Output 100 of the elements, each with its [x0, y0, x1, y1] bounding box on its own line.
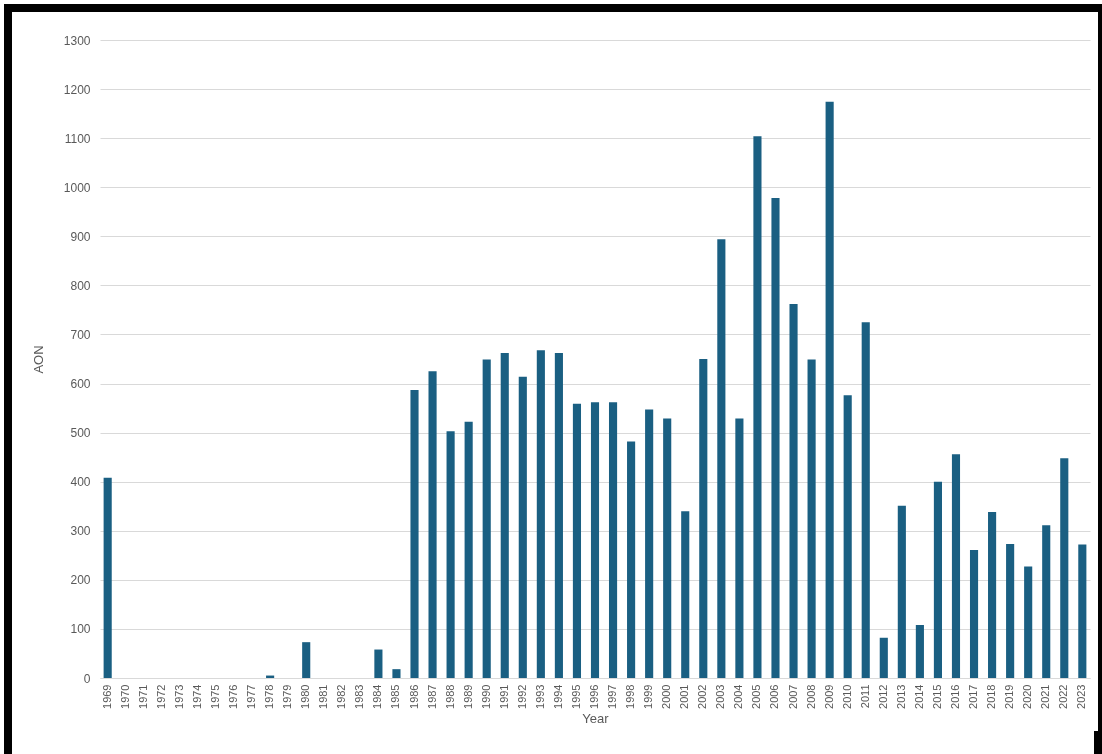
bar [897, 505, 906, 678]
x-tick-label: 2005 [750, 684, 763, 709]
x-tick-label: 1980 [299, 684, 312, 709]
x-tick-label: 2019 [1003, 684, 1016, 709]
x-tick-label: 2016 [948, 684, 961, 709]
x-tick-label: 1993 [533, 684, 546, 709]
x-tick-label: 1992 [515, 684, 528, 709]
x-tick-label: 2020 [1021, 684, 1034, 709]
x-tick-label: 1995 [569, 684, 582, 709]
bar [699, 359, 708, 678]
bar [446, 431, 455, 678]
y-tick-label: 700 [70, 327, 91, 342]
bar [735, 418, 744, 678]
x-tick-label: 1976 [227, 684, 240, 709]
bar [464, 421, 473, 678]
bar [933, 481, 942, 678]
x-tick-label: 1997 [606, 684, 619, 709]
x-tick-label: 2009 [822, 684, 835, 709]
bar [951, 454, 961, 678]
x-tick-label: 1984 [371, 684, 384, 709]
y-tick-label: 300 [70, 524, 91, 539]
bar [969, 549, 979, 678]
bar [590, 402, 600, 678]
x-tick-label: 1971 [136, 684, 149, 709]
bar [500, 353, 509, 678]
x-tick-label: 1996 [588, 684, 600, 709]
bar [789, 304, 798, 678]
y-tick-label: 200 [70, 573, 91, 588]
bar [663, 418, 672, 678]
x-tick-label: 1989 [461, 684, 474, 709]
x-tick-label: 2000 [660, 684, 673, 709]
x-tick-label: 1991 [497, 684, 510, 709]
x-tick-label: 2003 [714, 684, 727, 709]
y-tick-label: 600 [70, 377, 91, 392]
bar [536, 350, 545, 678]
x-tick-label: 2011 [858, 684, 871, 709]
x-tick-label: 2002 [696, 684, 709, 709]
x-tick-label: 2022 [1057, 684, 1070, 709]
y-tick-label: 100 [70, 622, 91, 637]
x-tick-label: 1998 [624, 684, 637, 709]
x-tick-label: 2023 [1075, 684, 1088, 709]
bar [410, 389, 419, 678]
y-axis-title: AON [30, 345, 46, 374]
y-tick-label: 400 [70, 475, 91, 490]
y-tick-label: 1000 [63, 180, 91, 195]
y-tick-label: 1300 [63, 33, 91, 48]
bar [681, 511, 690, 678]
x-tick-label: 2007 [786, 684, 799, 709]
x-tick-label: 1987 [425, 684, 438, 709]
x-tick-label: 1985 [389, 684, 402, 709]
bar [843, 395, 852, 678]
bar [717, 239, 726, 678]
x-tick-label: 2008 [804, 684, 817, 709]
y-tick-label: 0 [83, 671, 91, 686]
x-tick-label: 1975 [208, 684, 221, 709]
bar [103, 477, 112, 678]
x-tick-label: 1977 [245, 684, 258, 709]
bar [608, 402, 618, 678]
x-tick-label: 1974 [190, 684, 203, 709]
x-tick-label: 1981 [317, 684, 330, 709]
x-tick-label: 2013 [894, 684, 907, 709]
x-tick-label: 2015 [930, 684, 943, 709]
y-tick-label: 900 [70, 229, 91, 244]
x-tick-label: 2017 [967, 684, 980, 709]
bar [988, 512, 997, 678]
x-tick-label: 2010 [840, 684, 853, 709]
x-axis-title: Year [582, 710, 610, 726]
bar [825, 101, 834, 678]
x-tick-label: 1972 [154, 684, 167, 709]
bar [753, 136, 762, 678]
bar [861, 322, 870, 678]
x-tick-label: 1970 [118, 684, 131, 709]
x-tick-label: 1994 [551, 684, 564, 709]
bar [1060, 458, 1069, 678]
bar [374, 649, 383, 678]
bar [392, 669, 401, 678]
bar [572, 403, 582, 678]
x-tick-label: 1973 [172, 684, 185, 709]
bar [482, 359, 491, 678]
x-tick-label: 1978 [263, 684, 276, 709]
x-tick-label: 1988 [443, 684, 456, 709]
x-tick-label: 2021 [1039, 684, 1052, 709]
x-tick-label: 1999 [642, 684, 655, 709]
bar [1078, 544, 1087, 678]
bar [518, 376, 527, 678]
x-tick-label: 1979 [281, 684, 294, 709]
x-tick-label: 2018 [985, 684, 998, 709]
bar [1042, 525, 1051, 678]
x-tick-label: 1990 [479, 684, 492, 709]
x-tick-label: 2014 [912, 684, 925, 709]
bar [879, 637, 888, 678]
bar [428, 371, 437, 678]
x-tick-label: 2001 [678, 684, 691, 709]
x-tick-label: 1983 [353, 684, 366, 709]
x-tick-label: 1969 [100, 684, 113, 709]
bar [554, 353, 563, 678]
x-tick-label: 2006 [768, 684, 781, 709]
y-tick-label: 1100 [64, 131, 91, 146]
x-tick-label: 2012 [876, 684, 889, 709]
bar [771, 198, 780, 678]
